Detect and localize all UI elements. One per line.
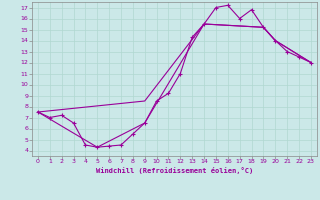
X-axis label: Windchill (Refroidissement éolien,°C): Windchill (Refroidissement éolien,°C) <box>96 167 253 174</box>
